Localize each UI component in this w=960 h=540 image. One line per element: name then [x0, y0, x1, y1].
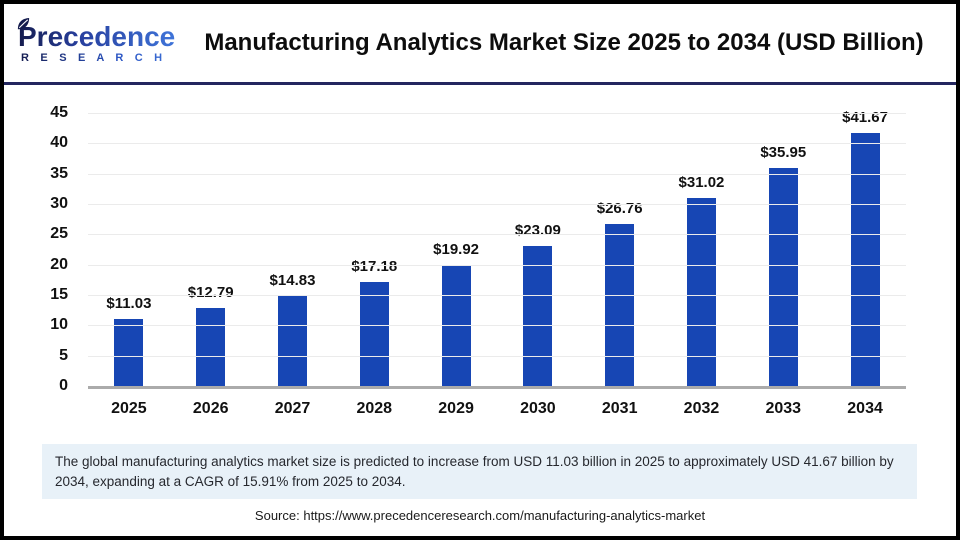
- gridline-30: [88, 204, 906, 205]
- y-tick-40: 40: [50, 134, 68, 152]
- bar-column-2030: $23.09: [497, 113, 578, 386]
- y-tick-10: 10: [50, 316, 68, 334]
- bar-2027: [277, 296, 307, 386]
- bar-column-2033: $35.95: [743, 113, 824, 386]
- logo-sub-text: R E S E A R C H: [18, 52, 186, 64]
- summary-box: The global manufacturing analytics marke…: [42, 444, 917, 500]
- bar-2034: [850, 133, 880, 386]
- bar-2031: [605, 223, 635, 386]
- x-tick-2026: 2026: [192, 400, 229, 417]
- x-tick-2030: 2030: [520, 400, 556, 417]
- x-tick-2025: 2025: [111, 400, 147, 417]
- gridline-10: [88, 325, 906, 327]
- bar-column-2032: $31.02: [661, 113, 742, 386]
- y-tick-30: 30: [50, 195, 68, 212]
- gridline-20: [88, 264, 906, 266]
- gridline-5: [88, 355, 906, 357]
- leaf-icon: [16, 17, 31, 36]
- source-line: Source: https://www.precedenceresearch.c…: [254, 508, 706, 523]
- y-tick-20: 20: [50, 255, 68, 273]
- bar-2033: [768, 167, 798, 386]
- y-tick-5: 5: [59, 346, 68, 364]
- bar-column-2029: $19.92: [416, 113, 497, 386]
- y-tick-15: 15: [50, 286, 68, 303]
- bar-value-label-2031: $26.76: [596, 199, 643, 217]
- bar-value-label-2032: $31.02: [678, 173, 725, 191]
- x-tick-2029: 2029: [438, 400, 474, 417]
- precedence-logo: Precedence R E S E A R C H: [17, 17, 186, 64]
- bars: $11.03 $12.79 $14.83 $17.18 $19.92 $23.09 $26.…: [88, 109, 906, 386]
- bar-value-label-2029: $19.92: [433, 241, 480, 259]
- logo-brand-text: Precedence: [18, 20, 176, 52]
- bar-column-2034: $41.67: [825, 109, 906, 386]
- bar-column-2028: $17.18: [334, 113, 415, 386]
- bar-value-label-2027: $14.83: [269, 272, 316, 290]
- bar-value-label-2025: $11.03: [106, 295, 152, 313]
- y-tick-25: 25: [50, 225, 68, 243]
- gridline-35: [88, 173, 906, 175]
- plot-area: $11.03 $12.79 $14.83 $17.18 $19.92 $23.09 $26.…: [88, 109, 906, 389]
- bar-value-label-2030: $23.09: [514, 221, 561, 239]
- bar-2028: [359, 281, 389, 386]
- bar-value-label-2034: $41.67: [842, 109, 889, 127]
- gridline-25: [88, 234, 906, 236]
- x-tick-2033: 2033: [765, 400, 802, 417]
- bar-value-label-2028: $17.18: [351, 257, 398, 275]
- x-tick-2028: 2028: [356, 400, 393, 417]
- x-tick-2027: 2027: [274, 400, 311, 417]
- x-tick-2032: 2032: [683, 400, 720, 417]
- page-title: Manufacturing Analytics Market Size 2025…: [204, 29, 924, 56]
- bar-2030: [523, 245, 553, 386]
- x-axis: 2025 2026 2027 2028 2029 2030 2031 2032 2033 2034: [88, 400, 906, 418]
- summary-text: The global manufacturing analytics marke…: [55, 454, 894, 489]
- y-tick-35: 35: [50, 164, 68, 182]
- bar-2032: [686, 197, 716, 386]
- logo-brand-row: Precedence: [17, 17, 186, 52]
- bar-column-2026: $12.79: [170, 113, 251, 386]
- gridline-40: [88, 143, 906, 145]
- bar-column-2027: $14.83: [252, 113, 333, 386]
- bar-column-2025: $11.03: [88, 113, 169, 386]
- gridline-15: [88, 295, 906, 296]
- header: Precedence R E S E A R C H Manufacturing…: [4, 4, 956, 85]
- x-tick-2034: 2034: [847, 400, 883, 417]
- gridline-45: [88, 113, 906, 114]
- chart-area: 0 5 10 15 20 25 30 35 40 45 $11.03 $12.79 $14.83 $17…: [4, 85, 956, 437]
- x-tick-2031: 2031: [601, 400, 638, 417]
- y-tick-0: 0: [59, 377, 68, 394]
- bar-value-label-2026: $12.79: [187, 284, 234, 302]
- bar-2026: [196, 308, 226, 386]
- bar-column-2031: $26.76: [579, 113, 660, 386]
- y-tick-45: 45: [50, 104, 68, 121]
- bar-2025: [114, 319, 144, 386]
- bar-value-label-2033: $35.95: [760, 143, 807, 161]
